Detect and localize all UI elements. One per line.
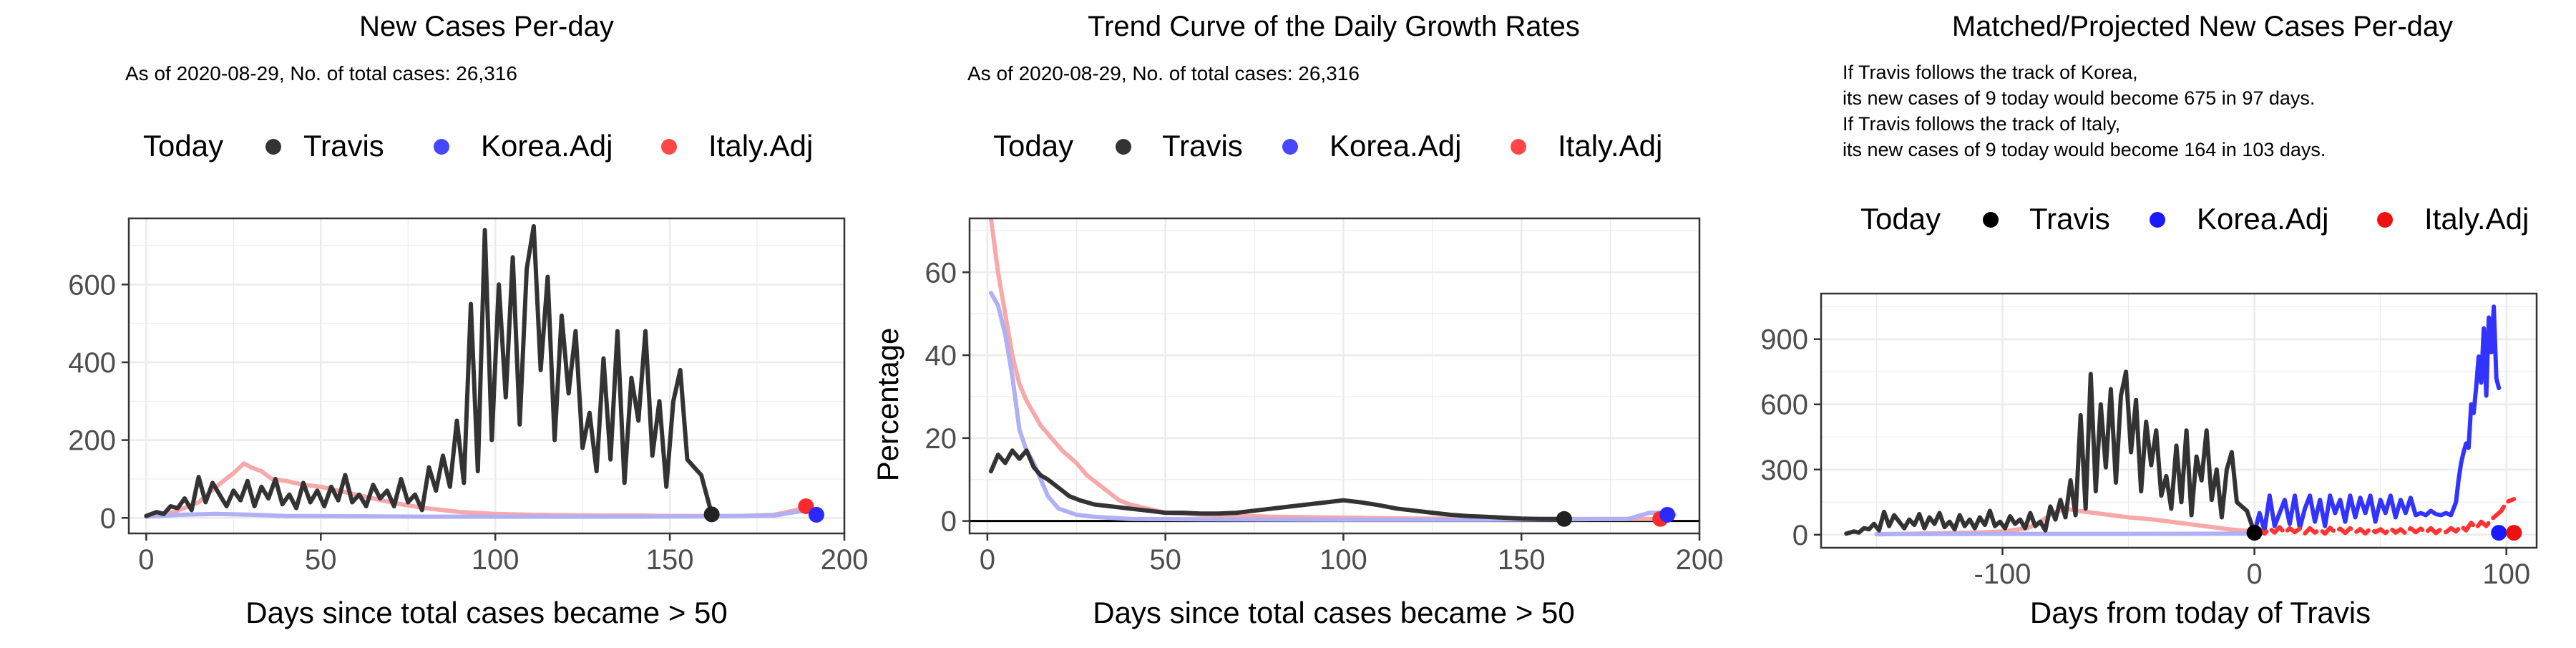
- x-tick-label: 50: [1149, 544, 1181, 576]
- legend-label-travis: Travis: [1162, 129, 1243, 163]
- series-line-korea-adj: [2252, 304, 2502, 536]
- panel-projected-cases: Matched/Projected New Cases Per-day If T…: [1760, 11, 2538, 629]
- annotation-line: its new cases of 9 today would become 16…: [1843, 139, 2326, 160]
- legend-key-italy: [1511, 139, 1526, 155]
- legend-key-korea: [2150, 212, 2165, 228]
- panel3-legend: Today Travis Korea.Adj Italy.Adj: [1860, 202, 2529, 236]
- y-tick-label: 600: [1760, 390, 1808, 421]
- panel3-plot: -100 0 100 0 300 600 900: [1760, 292, 2538, 590]
- legend-title: Today: [1860, 202, 1941, 236]
- today-point-travis: [2246, 525, 2263, 541]
- plot-background: [1821, 294, 2537, 548]
- y-tick-label: 40: [925, 340, 957, 372]
- annotation-line: If Travis follows the track of Korea,: [1843, 62, 2138, 83]
- series-line-korea-adj: [988, 291, 1677, 522]
- plot-border: [1820, 292, 2538, 549]
- series-group: [144, 223, 824, 523]
- panel-growth-rates: Trend Curve of the Daily Growth Rates As…: [871, 11, 1723, 629]
- legend-key-italy: [2377, 212, 2393, 228]
- y-tick-label: 0: [941, 506, 957, 538]
- series-line-travis: [144, 223, 714, 518]
- y-tick-label: 400: [68, 347, 116, 379]
- panel2-title: Trend Curve of the Daily Growth Rates: [1088, 11, 1580, 42]
- annotation-line: its new cases of 9 today would become 67…: [1843, 87, 2315, 109]
- plot-background: [970, 218, 1699, 533]
- legend-label-korea: Korea.Adj: [2197, 202, 2328, 236]
- panel1-xlabel: Days since total cases became > 50: [245, 596, 728, 629]
- legend-label-italy: Italy.Adj: [2424, 202, 2529, 236]
- series-line-italy-adj: [2252, 497, 2517, 536]
- series-line-korea-adj: [144, 508, 819, 519]
- legend-key-travis: [265, 139, 281, 155]
- y-tick-label: 20: [925, 423, 957, 455]
- plot-border: [968, 217, 1701, 535]
- legend-key-korea: [434, 139, 449, 155]
- x-tick-label: 0: [138, 544, 154, 576]
- legend-label-italy: Italy.Adj: [708, 129, 813, 163]
- legend-label-travis: Travis: [2029, 202, 2110, 236]
- panel1-plot: 0 50 100 150 200 0 200 400 600: [68, 217, 869, 576]
- x-tick-label: 200: [821, 544, 869, 576]
- y-tick-label: 0: [100, 503, 116, 534]
- x-tick-label: 150: [646, 544, 694, 576]
- series-line-travis: [988, 448, 1566, 521]
- panel2-legend: Today Travis Korea.Adj Italy.Adj: [993, 129, 1662, 163]
- plot-border: [127, 217, 846, 535]
- x-tick-label: 100: [1319, 544, 1367, 576]
- today-point-korea-adj: [2491, 525, 2507, 541]
- series-group: [1844, 304, 2522, 541]
- panel2-subtitle: As of 2020-08-29, No. of total cases: 26…: [967, 62, 1360, 84]
- panel3-title: Matched/Projected New Cases Per-day: [1952, 11, 2453, 42]
- y-tick-label: 300: [1760, 455, 1808, 486]
- annotation-line: If Travis follows the track of Italy,: [1843, 113, 2120, 135]
- today-point-italy-adj: [798, 498, 814, 514]
- series-group: [988, 218, 1677, 527]
- x-tick-label: 150: [1498, 544, 1546, 576]
- panel1-legend: Today Travis Korea.Adj Italy.Adj: [143, 129, 813, 163]
- today-point-korea-adj: [808, 506, 824, 523]
- legend-label-korea: Korea.Adj: [481, 129, 613, 163]
- legend-key-italy: [661, 139, 677, 155]
- legend-title: Today: [993, 129, 1073, 163]
- panel3-annotations: If Travis follows the track of Korea, it…: [1843, 62, 2326, 160]
- today-point-travis: [703, 506, 720, 523]
- panel2-ylabel: Percentage: [871, 328, 904, 482]
- x-tick-label: 0: [2247, 558, 2263, 590]
- y-tick-label: 0: [1792, 520, 1808, 551]
- series-line-korea-adj: [1874, 531, 2257, 536]
- x-tick-label: 200: [1676, 544, 1724, 576]
- x-tick-label: -100: [1974, 558, 2031, 590]
- x-tick-label: 100: [2482, 558, 2530, 590]
- legend-key-travis: [1983, 212, 1999, 228]
- y-tick-label: 600: [68, 269, 116, 301]
- panel1-subtitle: As of 2020-08-29, No. of total cases: 26…: [125, 62, 517, 84]
- panel3-xlabel: Days from today of Travis: [2030, 596, 2371, 629]
- legend-title: Today: [143, 129, 223, 163]
- today-point-korea-adj: [1659, 506, 1676, 523]
- legend-key-travis: [1116, 139, 1131, 155]
- today-point-italy-adj: [2506, 525, 2522, 541]
- legend-label-travis: Travis: [303, 129, 384, 163]
- x-tick-label: 0: [980, 544, 995, 576]
- panel-new-cases: New Cases Per-day As of 2020-08-29, No. …: [68, 11, 868, 629]
- panel1-title: New Cases Per-day: [359, 11, 614, 42]
- x-tick-label: 50: [305, 544, 337, 576]
- y-tick-label: 900: [1760, 324, 1808, 356]
- legend-key-korea: [1282, 139, 1298, 155]
- series-line-travis: [1844, 369, 2257, 536]
- panel2-plot: 0 50 100 150 200 0 20 40 60: [925, 217, 1724, 576]
- panel2-xlabel: Days since total cases became > 50: [1093, 596, 1575, 629]
- today-point-travis: [1556, 511, 1572, 527]
- legend-label-korea: Korea.Adj: [1330, 129, 1461, 163]
- x-tick-label: 100: [472, 544, 519, 576]
- y-tick-label: 200: [68, 425, 116, 457]
- legend-label-italy: Italy.Adj: [1558, 129, 1662, 163]
- y-tick-label: 60: [925, 257, 957, 289]
